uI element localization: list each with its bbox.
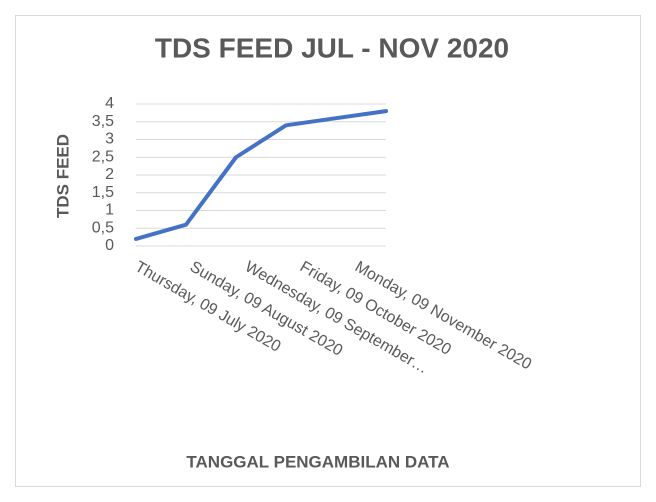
y-tick-label: 0,5: [92, 219, 114, 236]
y-tick-label: 4: [105, 95, 114, 112]
chart-title: TDS FEED JUL - NOV 2020: [155, 32, 509, 63]
y-tick-label: 2: [105, 166, 114, 183]
y-axis-label: TDS FEED: [53, 134, 72, 218]
y-tick-label: 0: [105, 237, 114, 254]
line-series: [134, 109, 388, 241]
y-tick-label: 1: [105, 202, 114, 219]
x-axis-label: TANGGAL PENGAMBILAN DATA: [186, 452, 449, 471]
y-tick-label: 1,5: [92, 184, 114, 201]
y-tick-label: 2,5: [92, 148, 114, 165]
y-tick-label: 3,5: [92, 113, 114, 130]
chart-border: [15, 15, 641, 487]
y-tick-label: 3: [105, 131, 114, 148]
